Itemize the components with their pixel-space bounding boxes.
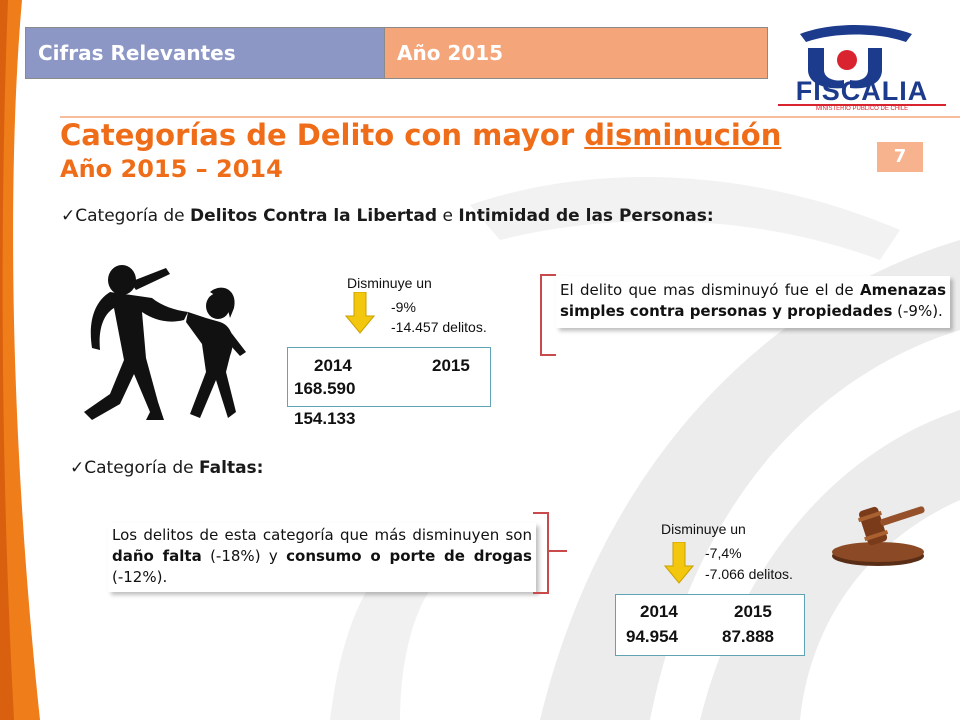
page-number-badge: 7 [877,142,923,172]
section2-year-2015: 2015 [734,602,772,621]
section1-decrease-pct: -9% [391,299,416,315]
section1-value-2015: 154.133 [294,409,356,428]
section2-note-highlight-2: consumo o porte de drogas [286,547,532,565]
section1-heading: ✓Categoría de Delitos Contra la Libertad… [61,206,714,226]
section1-category2: Intimidad de las Personas: [458,206,714,226]
section1-year-2015: 2015 [432,356,470,375]
down-arrow-icon [664,542,694,584]
section1-decrease-count: -14.457 delitos. [391,319,487,335]
section2-value-2014: 94.954 [626,627,678,646]
section1-category: Delitos Contra la Libertad [190,206,438,226]
page-subtitle: Año 2015 – 2014 [60,155,283,183]
fiscalia-emblem-icon [800,25,912,89]
section1-note-highlight: Amenazas simples contra personas y propi… [560,281,946,320]
check-icon: ✓ [61,206,76,226]
section2-decrease-count: -7.066 delitos. [705,566,793,582]
section2-heading: ✓Categoría de Faltas: [70,458,263,478]
section1-values-box: 2014 2015 168.590 154.133 [287,347,491,428]
title-emphasis: disminución [584,118,782,152]
page-title: Categorías de Delito con mayor disminuci… [60,118,781,152]
fiscalia-logo: FISCALIA MINISTERIO PUBLICO DE CHILE [770,18,950,114]
section1-note-pct: (-9%). [892,302,943,320]
section1-value-2014: 168.590 [294,379,356,398]
section2-category: Faltas: [199,458,264,478]
section2-bracket-stem [549,550,567,552]
down-arrow-icon [345,292,375,334]
section1-prefix: Categoría de [75,206,191,226]
orange-swoosh-shade [0,0,14,720]
section2-note-pct-1: (-18%) y [201,547,287,565]
check-icon: ✓ [70,458,85,478]
section1-note-bracket [540,274,556,356]
header-section-label: Cifras Relevantes [25,27,385,79]
logo-subtitle: MINISTERIO PUBLICO DE CHILE [815,106,909,112]
section2-note: Los delitos de esta categoría que más di… [108,523,536,592]
gavel-image [832,506,925,566]
section1-year-2014: 2014 [314,356,352,375]
bg-arc-3 [330,560,430,720]
bg-arc-4 [470,177,900,260]
section2-year-2014: 2014 [640,602,678,621]
section1-note: El delito que mas disminuyó fue el de Am… [556,276,950,328]
logo-underline [778,104,946,106]
section2-value-2015: 87.888 [722,627,774,646]
section2-note-highlight-1: daño falta [112,547,202,565]
assault-silhouette-image [84,265,246,420]
orange-swoosh [0,0,40,720]
section2-decrease-label: Disminuye un [661,521,746,537]
section2-values-box: 2014 2015 94.954 87.888 [615,594,805,656]
section2-decrease-pct: -7,4% [705,545,742,561]
section1-conj: e [437,206,459,226]
title-prefix: Categorías de Delito con mayor [60,118,585,152]
section2-note-pct-2: (-12%). [112,568,168,586]
section2-note-text: Los delitos de esta categoría que más di… [112,526,532,544]
section1-note-text: El delito que mas disminuyó fue el de [560,281,860,299]
logo-wordmark: FISCALIA [795,76,929,106]
section1-decrease-label: Disminuye un [347,275,432,291]
section2-prefix: Categoría de [84,458,200,478]
header-year-label: Año 2015 [384,27,768,79]
section2-note-bracket [533,512,549,594]
